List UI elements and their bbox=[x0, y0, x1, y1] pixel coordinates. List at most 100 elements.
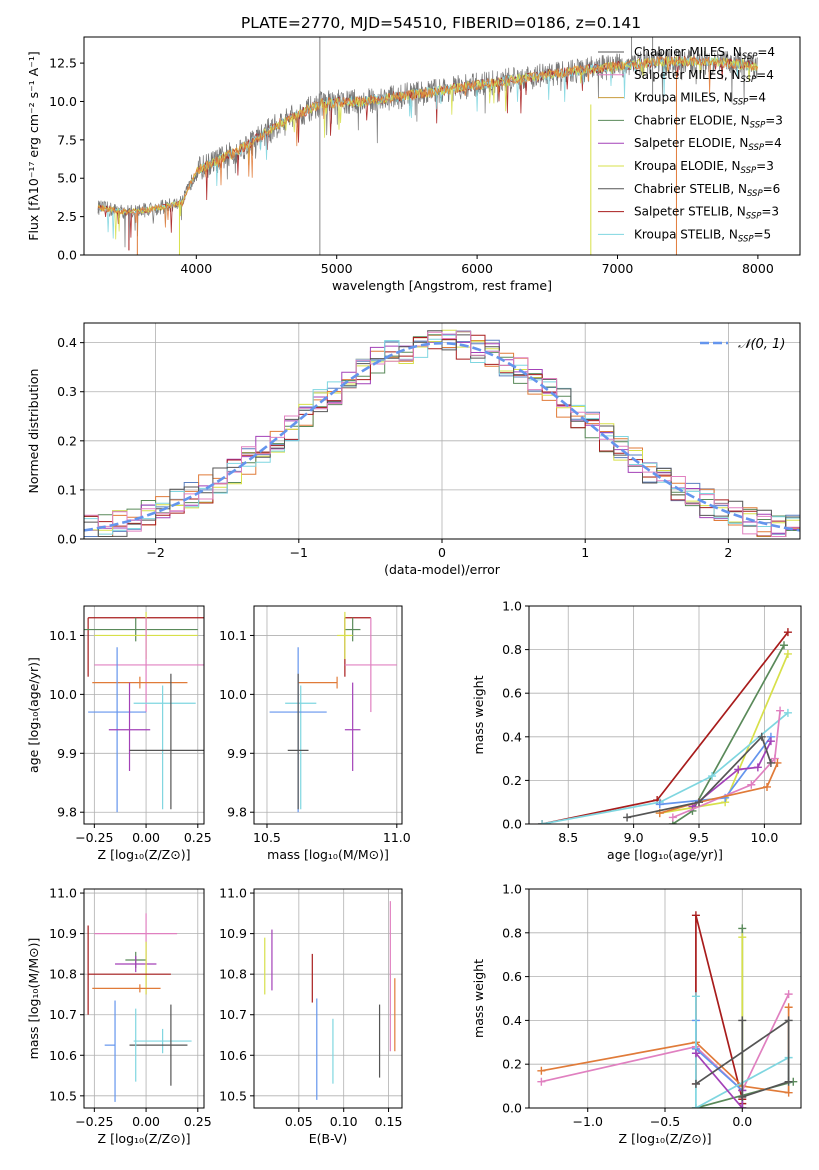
x-tick-label: 0 bbox=[438, 545, 446, 560]
y-tick-label: 9.9 bbox=[57, 746, 77, 761]
legend-entry: Kroupa ELODIE, NSSP=3 bbox=[634, 159, 774, 176]
plot-area bbox=[529, 606, 801, 824]
x-tick-label: 9.5 bbox=[689, 830, 709, 845]
y-tick-label: 10.9 bbox=[49, 926, 77, 941]
x-tick-label: 10.0 bbox=[750, 830, 778, 845]
weight-series bbox=[538, 628, 792, 824]
y-tick-label: 11.0 bbox=[219, 886, 247, 901]
chart-age-vs-Z: −0.25 0.00 0.25 9.8 9.9 10.0 10.1 Z [log₁₀(Z/Z⊙… bbox=[26, 605, 212, 862]
y-axis-label: age [log₁₀(age/yr)] bbox=[26, 657, 41, 773]
x-tick-label: 8000 bbox=[742, 261, 774, 276]
plot-area bbox=[97, 37, 758, 255]
weight-marker bbox=[738, 933, 747, 942]
weight-marker bbox=[780, 641, 788, 650]
legend-entry: Chabrier ELODIE, NSSP=3 bbox=[634, 113, 783, 130]
weight-series bbox=[691, 911, 747, 1108]
weight-line bbox=[691, 740, 772, 808]
x-tick-label: 6000 bbox=[461, 261, 493, 276]
legend-entry: Kroupa STELIB, NSSP=5 bbox=[634, 227, 771, 244]
y-axis-label: mass weight bbox=[471, 675, 486, 754]
y-tick-label: 0.4 bbox=[502, 729, 522, 744]
weight-marker bbox=[784, 990, 793, 999]
x-tick-label: 0.25 bbox=[184, 1114, 212, 1129]
weight-line bbox=[672, 710, 781, 819]
y-tick-label: 10.0 bbox=[49, 687, 77, 702]
y-axis-label: Normed distribution bbox=[26, 369, 41, 494]
y-tick-label: 10.8 bbox=[49, 967, 77, 982]
weight-marker bbox=[757, 732, 766, 741]
y-tick-label: 10.8 bbox=[219, 967, 247, 982]
spectrum-line bbox=[97, 55, 758, 228]
weight-line bbox=[541, 712, 789, 824]
axes-frame bbox=[528, 605, 802, 825]
y-tick-label: 11.0 bbox=[49, 886, 77, 901]
x-tick-label: 2 bbox=[724, 545, 732, 560]
spectrum-line bbox=[97, 48, 758, 248]
histogram-series bbox=[84, 330, 800, 539]
weight-marker bbox=[708, 772, 717, 781]
x-tick-label: 1 bbox=[581, 545, 589, 560]
y-tick-label: 10.1 bbox=[219, 628, 247, 643]
x-tick-label: −1.0 bbox=[573, 1114, 603, 1129]
weight-marker bbox=[738, 1104, 747, 1108]
x-tick-label: −0.5 bbox=[650, 1114, 680, 1129]
axes-frame bbox=[83, 36, 801, 256]
x-axis-label: (data-model)/error bbox=[384, 562, 501, 577]
y-tick-label: 10.6 bbox=[49, 1048, 77, 1063]
weight-marker bbox=[668, 813, 677, 822]
x-tick-label: 0.15 bbox=[375, 1114, 403, 1129]
weight-marker bbox=[766, 758, 775, 767]
y-tick-label: 0.0 bbox=[57, 248, 77, 263]
y-tick-label: 10.5 bbox=[49, 1088, 77, 1103]
plot-area bbox=[254, 606, 402, 824]
legend-entry: Kroupa MILES, NSSP=4 bbox=[634, 91, 766, 108]
plot-area bbox=[84, 889, 204, 1108]
error-bar-point bbox=[344, 617, 361, 642]
weight-series bbox=[691, 1016, 793, 1102]
y-tick-label: 5.0 bbox=[57, 171, 77, 186]
chart-mass-vs-Z: −0.25 0.00 0.25 10.5 10.6 10.7 10.8 10.9 11.0 Z [… bbox=[26, 886, 212, 1146]
x-tick-label: 8.5 bbox=[558, 830, 578, 845]
plot-area bbox=[529, 889, 801, 1108]
weight-line bbox=[541, 631, 789, 824]
weight-series bbox=[668, 706, 785, 822]
plot-area bbox=[84, 606, 204, 824]
error-bar-point bbox=[344, 617, 371, 677]
weight-marker bbox=[766, 737, 775, 746]
y-tick-label: 0.4 bbox=[57, 335, 77, 350]
error-bar-point bbox=[94, 617, 204, 713]
error-bar-point bbox=[92, 676, 188, 689]
weight-marker bbox=[655, 800, 664, 809]
error-bar-point bbox=[337, 611, 353, 660]
error-bar-point bbox=[104, 1000, 116, 1102]
y-tick-label: 10.1 bbox=[49, 628, 77, 643]
x-tick-label: 0.00 bbox=[132, 830, 160, 845]
y-axis-label: mass weight bbox=[471, 959, 486, 1038]
legend-entry: Salpeter STELIB, NSSP=3 bbox=[634, 205, 779, 222]
weight-series bbox=[688, 737, 775, 811]
y-tick-label: 10.6 bbox=[219, 1048, 247, 1063]
axes-frame bbox=[253, 888, 403, 1109]
legend-entry: Chabrier MILES, NSSP=4 bbox=[634, 45, 775, 62]
y-tick-label: 10.0 bbox=[219, 687, 247, 702]
y-tick-label: 9.8 bbox=[227, 805, 247, 820]
weight-marker bbox=[776, 706, 785, 715]
error-bar-point bbox=[287, 673, 309, 810]
chart-spectrum: 4000 5000 6000 7000 8000 0.0 2.5 5.0 7.5 10.0 12.5… bbox=[26, 36, 801, 293]
legend-entry: Salpeter ELODIE, NSSP=4 bbox=[634, 136, 782, 153]
legend-entry: Salpeter MILES, NSSP=4 bbox=[634, 68, 774, 85]
weight-marker bbox=[738, 1016, 747, 1025]
x-tick-label: −0.25 bbox=[75, 830, 113, 845]
weight-marker bbox=[691, 1079, 700, 1088]
y-tick-label: 0.2 bbox=[502, 773, 522, 788]
weight-marker bbox=[747, 780, 756, 789]
legend-entry: 𝒩(0, 1) bbox=[738, 337, 785, 352]
y-tick-label: 0.1 bbox=[57, 482, 77, 497]
weight-marker bbox=[784, 1088, 793, 1097]
x-tick-label: 0.0 bbox=[732, 1114, 752, 1129]
weight-marker bbox=[691, 911, 700, 920]
weight-marker bbox=[763, 782, 771, 791]
axes-frame bbox=[83, 605, 205, 825]
chart-mass-vs-ebv: 0.05 0.10 0.15 10.5 10.6 10.7 10.8 10.9 11.0 E(B-… bbox=[219, 886, 403, 1146]
error-bar-point bbox=[133, 685, 196, 810]
